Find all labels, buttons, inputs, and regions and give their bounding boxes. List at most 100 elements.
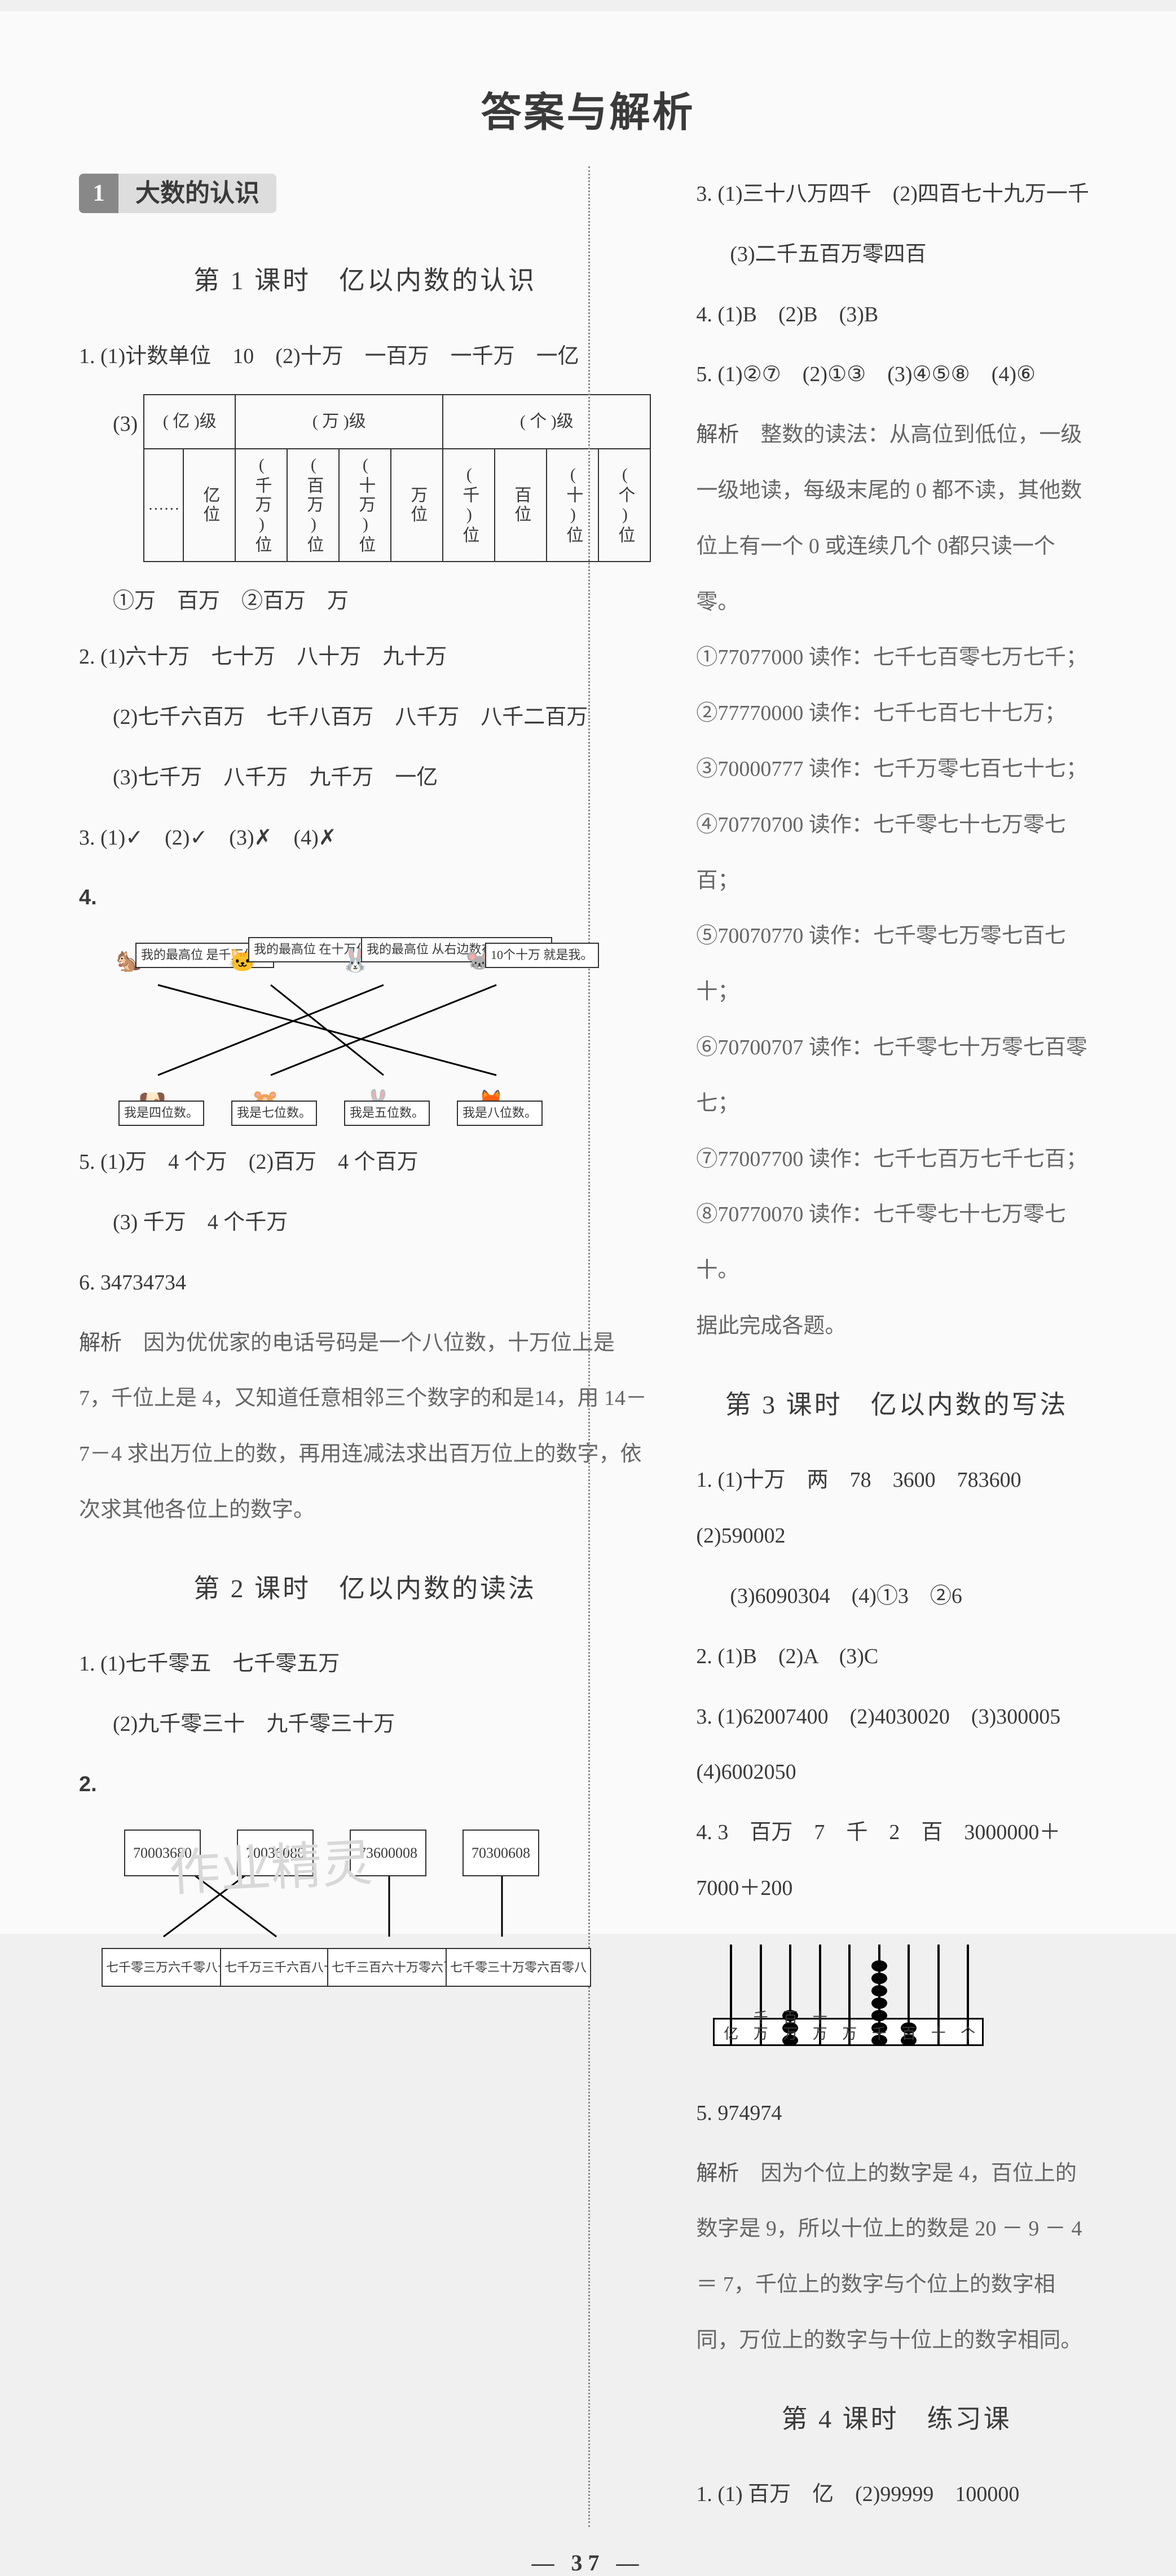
abacus-bead	[871, 1985, 887, 1996]
abacus-bead	[871, 2010, 887, 2021]
l3-q5-hint: 解析 因为个位上的数字是 4，百位上的数字是 9，所以十位上的数是 20 － 9…	[696, 2146, 1097, 2369]
l1-q3: 3. (1)✓ (2)✓ (3)✗ (4)✗	[79, 810, 651, 866]
l1-q5-1: 5. (1)万 4 个万 (2)百万 4 个百万	[79, 1134, 651, 1190]
abacus-bead	[871, 1998, 887, 2009]
l2-q5-tail: 据此完成各题。	[696, 1298, 1097, 1354]
pv-c1: 亿位	[183, 449, 235, 562]
q4-bot-3: 我是五位数。	[344, 1101, 430, 1126]
abacus-label: 千	[868, 2026, 891, 2043]
q4-bot-2: 我是七位数。	[231, 1101, 317, 1126]
l2-q5-line-8: ⑧70770070 读作：七千零七十七万零七十。	[696, 1187, 1097, 1298]
l1-q4-diagram: 🐿️ 我的最高位 是千万位。 🐱 我的最高位 在十万位和 千位中间。 🐰 我的最…	[102, 931, 553, 1123]
hint-label: 解析	[696, 423, 739, 447]
left-column: 1 大数的认识 第 1 课时 亿以内数的认识 1. (1)计数单位 10 (2)…	[79, 166, 651, 2527]
l4-q1: 1. (1) 百万 亿 (2)99999 100000	[696, 2467, 1097, 2522]
critter-icon: 🐹	[248, 1072, 282, 1101]
pv-c6: (千)位	[443, 449, 495, 562]
l2-q5-line-7: ⑦77007700 读作：七千七百万七千七百；	[696, 1132, 1097, 1187]
l1-q5-2: (3) 千万 4 个千万	[79, 1195, 651, 1251]
l1-q1: 1. (1)计数单位 10 (2)十万 一百万 一千万 一亿	[79, 329, 651, 385]
l3-q1-2: (3)6090304 (4)①3 ②6	[696, 1568, 1097, 1624]
l1-q2-2: (2)七千六百万 七千八百万 八千万 八千二百万	[79, 690, 651, 745]
pv-c5: 万位	[391, 449, 443, 562]
pv-c9: (个)位	[598, 449, 650, 562]
lesson1-title: 第 1 课时 亿以内数的认识	[79, 247, 651, 315]
l2-q1-1: 1. (1)七千零五 七千零五万	[79, 1636, 651, 1692]
q4-top-4: 10个十万 就是我。	[485, 943, 599, 968]
hint-text: 因为优优家的电话号码是一个八位数，十万位上是 7，千位上是 4，又知道任意相邻三…	[79, 1331, 647, 1522]
lesson3-title: 第 3 课时 亿以内数的写法	[696, 1371, 1097, 1439]
abacus-label: 百万	[779, 2011, 801, 2043]
hint-text: 整数的读法：从高位到低位，一级一级地读，每级末尾的 0 都不读，其他数位上有一个…	[696, 423, 1082, 613]
unit-number: 1	[79, 174, 118, 213]
l2-q3-2: (3)二千五百万零四百	[696, 227, 1097, 282]
abacus-label: 百	[897, 2026, 920, 2043]
abacus-bead	[871, 1960, 887, 1972]
place-value-table: ( 亿 )级 ( 万 )级 ( 个 )级 …… 亿位 (千万)位 (百万)位 (…	[143, 394, 651, 562]
l2-q5: 5. (1)②⑦ (2)①③ (3)④⑤⑧ (4)⑥	[696, 347, 1097, 403]
l2-q5-line-3: ③70000777 读作：七千万零七百七十七；	[696, 741, 1097, 797]
lesson4-title: 第 4 课时 练习课	[696, 2385, 1097, 2453]
critter-icon: 🐰	[361, 1072, 395, 1101]
l2-q1-2: (2)九千零三十 九千零三十万	[79, 1696, 651, 1752]
q4-bot-1: 我是四位数。	[118, 1101, 204, 1126]
pv-c8: (十)位	[547, 449, 598, 562]
unit-title: 大数的认识	[118, 174, 276, 213]
l2-q5-line-1: ①77077000 读作：七千七百零七万七千；	[696, 630, 1097, 686]
abacus-label: 万	[838, 2026, 861, 2043]
l1-q1-foot: ①万 百万 ②百万 万	[79, 573, 651, 629]
l2-q5-line-2: ②77770000 读作：七千七百七十七万；	[696, 686, 1097, 741]
q2-bot-2: 七千万三千六百八十	[220, 1948, 341, 1987]
columns: 1 大数的认识 第 1 课时 亿以内数的认识 1. (1)计数单位 10 (2)…	[79, 166, 1097, 2527]
l3-q4: 4. 3 百万 7 千 2 百 3000000＋7000＋200	[696, 1805, 1097, 1916]
l2-q2-label: 2.	[79, 1757, 651, 1813]
q2-bot-1: 七千零三万六千零八十	[102, 1948, 235, 1987]
pv-c3: (百万)位	[287, 449, 339, 562]
l2-q2-diagram: 70003680 70036080 73600008 70300608 七千零三…	[102, 1818, 564, 1976]
l1-q4-label: 4.	[79, 870, 651, 926]
l3-q1-1: 1. (1)十万 两 78 3600 783600 (2)590002	[696, 1452, 1097, 1564]
l1-q2-3: (3)七千万 八千万 九千万 一亿	[79, 750, 651, 806]
page-title: 答案与解析	[79, 79, 1097, 138]
hint-label: 解析	[79, 1331, 122, 1355]
abacus-wrap: 亿千万百万十万万千百十个	[713, 1928, 1097, 2074]
page: 答案与解析 1 大数的认识 第 1 课时 亿以内数的认识 1. (1)计数单位 …	[0, 11, 1176, 1934]
critter-icon: 🐶	[135, 1072, 169, 1101]
abacus-label: 十万	[809, 2011, 831, 2043]
abacus: 亿千万百万十万万千百十个	[713, 1928, 984, 2074]
lesson2-title: 第 2 课时 亿以内数的读法	[79, 1555, 651, 1623]
abacus-label: 十	[927, 2026, 950, 2043]
pv-c2: (千万)位	[235, 449, 287, 562]
pv-c7: 百位	[495, 449, 547, 562]
q2-top-1: 70003680	[124, 1830, 201, 1877]
l1-q6: 6. 34734734	[79, 1255, 651, 1311]
abacus-label: 千万	[750, 2011, 772, 2043]
column-divider	[588, 166, 590, 2527]
q4-bot-4: 我是八位数。	[457, 1101, 543, 1126]
l2-q5-line-4: ④70770700 读作：七千零七十七万零七百；	[696, 797, 1097, 909]
q2-top-4: 70300608	[463, 1830, 539, 1877]
abacus-label: 亿	[720, 2026, 742, 2043]
l1-q6-hint: 解析 因为优优家的电话号码是一个八位数，十万位上是 7，千位上是 4，又知道任意…	[79, 1315, 651, 1538]
pv-dots: ……	[144, 449, 183, 562]
pv-head-wan: ( 万 )级	[235, 395, 443, 449]
l2-q4: 4. (1)B (2)B (3)B	[696, 287, 1097, 343]
l2-q5-line-5: ⑤70070770 读作：七千零七万零七百七十；	[696, 908, 1097, 1020]
critter-icon: 🦊	[474, 1072, 508, 1101]
unit-badge: 1 大数的认识	[79, 174, 276, 213]
hint-text: 因为个位上的数字是 4，百位上的数字是 9，所以十位上的数是 20 － 9 － …	[696, 2162, 1082, 2352]
l3-q3: 3. (1)62007400 (2)4030020 (3)300005 (4)6…	[696, 1689, 1097, 1801]
right-column: 3. (1)三十八万四千 (2)四百七十九万一千 (3)二千五百万零四百 4. …	[696, 166, 1097, 2527]
pv-head-yi: ( 亿 )级	[144, 395, 235, 449]
q2-top-3: 73600008	[350, 1830, 426, 1877]
pv-c4: (十万)位	[339, 449, 391, 562]
l3-q2: 2. (1)B (2)A (3)C	[696, 1629, 1097, 1685]
q2-bot-4: 七千零三十万零六百零八	[446, 1948, 591, 1987]
l1-q1c-prefix: (3)	[79, 388, 138, 452]
q2-top-2: 70036080	[237, 1830, 314, 1877]
abacus-bead	[871, 1973, 887, 1984]
l1-q2-1: 2. (1)六十万 七十万 八十万 九十万	[79, 629, 651, 685]
page-number: — 37 —	[79, 2550, 1097, 2576]
l2-q5-hint: 解析 整数的读法：从高位到低位，一级一级地读，每级末尾的 0 都不读，其他数位上…	[696, 407, 1097, 630]
pv-head-ge: ( 个 )级	[443, 395, 650, 449]
